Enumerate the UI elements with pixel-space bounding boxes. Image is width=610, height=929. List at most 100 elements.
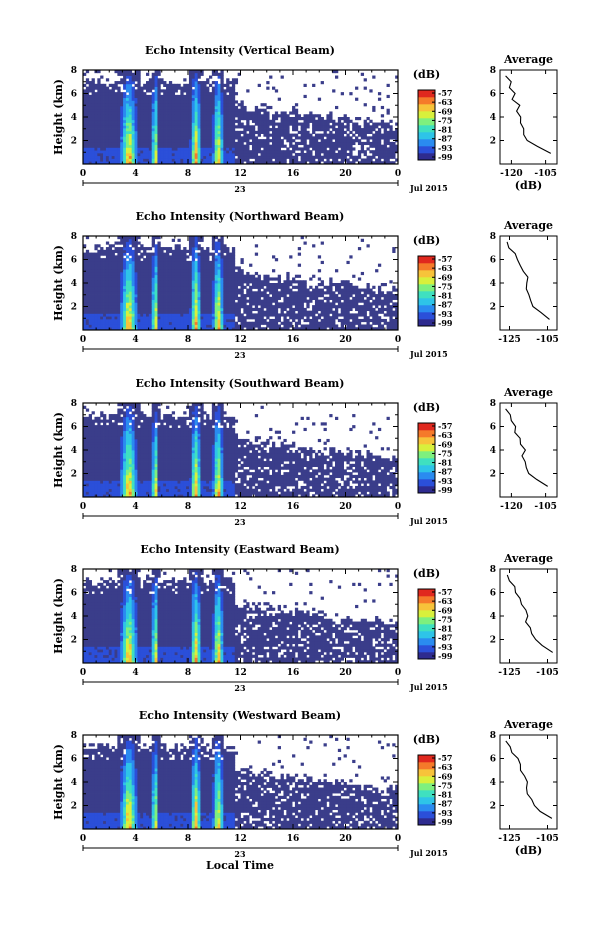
heatmap-cell	[266, 152, 270, 157]
heatmap-cell	[131, 81, 135, 85]
heatmap-cell	[274, 139, 279, 143]
heatmap-cell	[234, 133, 239, 137]
heatmap-cell	[123, 327, 127, 330]
heatmap-cell	[272, 285, 276, 289]
heatmap-cell	[352, 321, 356, 325]
heatmap-cell	[180, 313, 184, 317]
heatmap-cell	[211, 313, 216, 317]
heatmap-cell	[105, 152, 110, 157]
heatmap-cell	[183, 299, 187, 303]
heatmap-cell	[289, 294, 293, 298]
heatmap-cell	[191, 280, 196, 284]
heatmap-cell	[91, 252, 95, 256]
heatmap-cell	[88, 296, 92, 300]
heatmap-cell	[131, 130, 135, 134]
heatmap-cell	[226, 260, 230, 265]
heatmap-cell	[146, 100, 150, 104]
heatmap-cell	[303, 280, 307, 284]
heatmap-cell	[85, 263, 90, 267]
heatmap-cell	[203, 294, 207, 298]
heatmap-cell	[366, 117, 370, 121]
heatmap-cell	[314, 299, 319, 303]
heatmap-cell	[240, 125, 244, 129]
heatmap-cell	[166, 150, 170, 154]
heatmap-cell	[137, 280, 141, 284]
heatmap-cell	[314, 291, 319, 295]
heatmap-cell	[243, 280, 247, 284]
heatmap-cell	[269, 139, 273, 143]
heatmap-cell	[272, 119, 276, 123]
heatmap-cell	[183, 274, 187, 278]
heatmap-cell	[343, 316, 347, 320]
profile-x-tick-label: -120	[500, 169, 523, 179]
heatmap-cell	[243, 277, 247, 281]
heatmap-cell	[223, 108, 227, 112]
heatmap-cell	[314, 125, 319, 129]
heatmap-cell	[88, 155, 92, 159]
heatmap-cell	[209, 324, 213, 328]
heatmap-cell	[346, 327, 350, 330]
heatmap-cell	[131, 100, 135, 104]
heatmap-cell	[148, 299, 153, 303]
heatmap-cell	[257, 147, 261, 151]
heatmap-cell	[246, 271, 250, 276]
heatmap-cell	[357, 327, 362, 330]
heatmap-cell	[294, 274, 299, 278]
heatmap-cell	[280, 122, 284, 126]
heatmap-cell	[200, 105, 204, 110]
heatmap-cell	[249, 291, 253, 295]
heatmap-cell	[100, 280, 104, 284]
heatmap-cell	[186, 105, 190, 110]
heatmap-cell	[206, 155, 210, 159]
heatmap-cell	[91, 260, 95, 265]
heatmap-cell	[223, 274, 227, 278]
heatmap-cell	[134, 280, 138, 284]
heatmap-cell	[120, 247, 124, 251]
heatmap-cell	[306, 324, 310, 328]
heatmap-cell	[372, 128, 376, 132]
heatmap-cell	[246, 283, 250, 287]
heatmap-cell	[395, 122, 398, 126]
heatmap-cell	[186, 302, 190, 306]
heatmap-cell	[140, 125, 144, 129]
heatmap-cell	[272, 128, 276, 132]
heatmap-cell	[117, 274, 121, 278]
heatmap-cell	[312, 117, 316, 121]
heatmap-cell	[168, 316, 173, 320]
heatmap-cell	[140, 158, 144, 162]
heatmap-cell	[380, 155, 385, 159]
heatmap-cell	[226, 285, 230, 289]
heatmap-cell	[237, 283, 241, 287]
heatmap-cell	[246, 313, 250, 317]
heatmap-cell	[206, 318, 210, 323]
heatmap-cell	[154, 274, 158, 278]
heatmap-cell	[392, 133, 396, 137]
heatmap-cell	[137, 260, 141, 265]
heatmap-cell	[209, 283, 213, 287]
heatmap-cell	[88, 133, 92, 137]
heatmap-cell	[114, 125, 118, 129]
heatmap-cell	[363, 161, 367, 164]
heatmap-cell	[171, 133, 176, 137]
heatmap-cell	[94, 296, 98, 300]
heatmap-cell	[383, 133, 387, 137]
heatmap-cell	[137, 111, 141, 115]
heatmap-cell	[323, 130, 327, 134]
heatmap-cell	[105, 144, 110, 148]
heatmap-cell	[246, 133, 250, 137]
heatmap-cell	[151, 92, 155, 96]
heatmap-cell	[340, 136, 344, 140]
heatmap-cell	[312, 155, 316, 159]
heatmap-cell	[117, 269, 121, 273]
heatmap-cell	[243, 133, 247, 137]
heatmap-cell	[114, 263, 118, 267]
heatmap-cell	[117, 161, 121, 164]
heatmap-cell	[128, 75, 133, 79]
heatmap-cell	[292, 307, 296, 312]
heatmap-cell	[88, 150, 92, 154]
heatmap-cell	[188, 119, 193, 123]
heatmap-cell	[168, 119, 173, 123]
heatmap-cell	[234, 271, 239, 276]
heatmap-cell	[186, 136, 190, 140]
heatmap-cell	[200, 249, 204, 253]
